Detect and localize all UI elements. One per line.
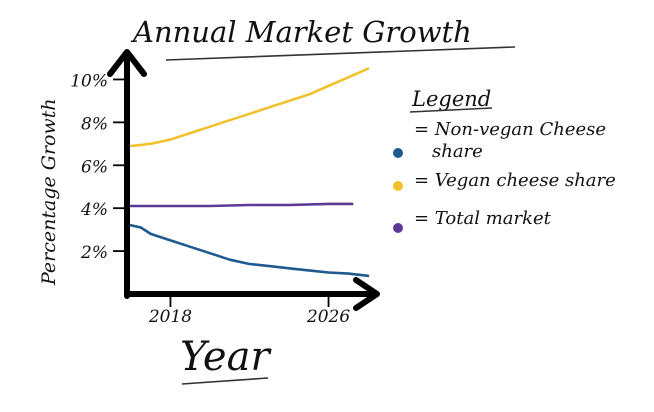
legend-title: Legend (411, 87, 491, 111)
axes (107, 49, 380, 311)
legend-marker-0 (393, 148, 403, 158)
x-tick-label: 2018 (148, 307, 192, 327)
legend-marker-1 (393, 181, 403, 191)
x-axis-label: Year (180, 334, 272, 380)
x-label-underline (181, 377, 269, 385)
series-line-2 (129, 202, 354, 208)
x-ticks: 2018 2026 (148, 294, 350, 327)
x-tick-label: 2026 (306, 307, 350, 327)
y-tick-label: 8% (81, 114, 108, 134)
legend-label-0: = Non-vegan Cheese share (414, 119, 606, 162)
y-ticks: 2% 4% 6% 8% 10% (70, 71, 127, 263)
legend-label-1: = Vegan cheese share (414, 170, 616, 191)
chart-title: Annual Market Growth (130, 15, 472, 49)
series-line-1 (129, 67, 370, 148)
legend: Legend = Non-vegan Cheese share = Vegan ch… (393, 87, 616, 233)
series-line-0 (129, 224, 370, 278)
legend-marker-2 (393, 223, 403, 233)
y-axis-label: Percentage Growth (38, 98, 60, 286)
legend-label-2: = Total market (414, 208, 552, 229)
series-layer (129, 67, 370, 278)
legend-title-underline (409, 107, 493, 113)
y-tick-label: 6% (81, 157, 108, 177)
x-axis-arrow (353, 277, 380, 311)
y-axis-arrow (107, 49, 147, 77)
y-tick-label: 4% (80, 200, 108, 220)
y-tick-label: 2% (80, 243, 108, 263)
title-underline (165, 46, 516, 61)
legend-items: = Non-vegan Cheese share = Vegan cheese sh… (393, 119, 616, 233)
y-tick-label: 10% (70, 71, 108, 91)
